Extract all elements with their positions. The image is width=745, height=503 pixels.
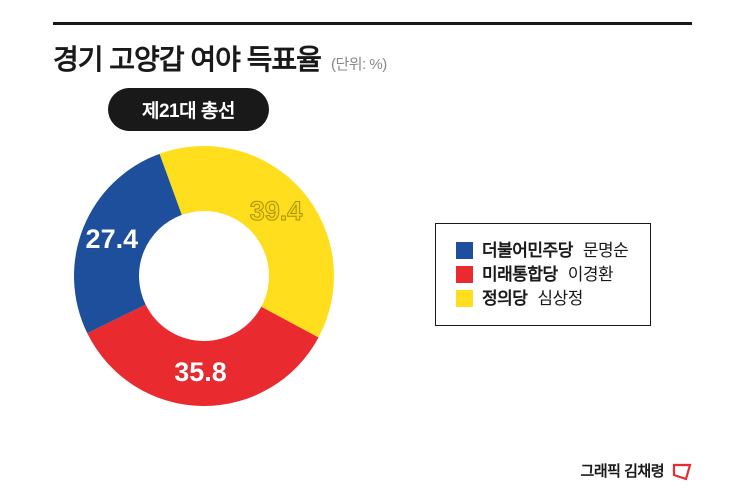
legend-item: 미래통합당 이경환 bbox=[456, 266, 628, 283]
credit-logo-icon bbox=[672, 461, 692, 481]
legend-item: 더불어민주당 문명순 bbox=[456, 242, 628, 259]
legend-name: 문명순 bbox=[583, 242, 628, 259]
legend-party: 정의당 bbox=[482, 290, 527, 307]
legend-swatch bbox=[456, 290, 473, 307]
credit: 그래픽 김채령 bbox=[581, 460, 692, 481]
legend-name: 이경환 bbox=[568, 266, 613, 283]
legend: 더불어민주당 문명순미래통합당 이경환정의당 심상정 bbox=[435, 223, 651, 326]
legend-swatch bbox=[456, 266, 473, 283]
election-pill: 제21대 총선 bbox=[108, 88, 269, 131]
legend-swatch bbox=[456, 242, 473, 259]
credit-text: 그래픽 김채령 bbox=[581, 460, 664, 481]
donut-slice bbox=[160, 146, 334, 338]
legend-party: 더불어민주당 bbox=[482, 242, 573, 259]
donut-slice bbox=[87, 305, 318, 406]
legend-party: 미래통합당 bbox=[482, 266, 558, 283]
legend-item: 정의당 심상정 bbox=[456, 290, 628, 307]
donut-chart: 39.435.827.4 bbox=[74, 146, 334, 406]
top-rule bbox=[53, 22, 692, 25]
unit-label: (단위: %) bbox=[331, 53, 387, 74]
legend-name: 심상정 bbox=[537, 290, 582, 307]
donut-slice bbox=[74, 154, 182, 333]
title-row: 경기 고양갑 여야 득표율 (단위: %) bbox=[53, 38, 387, 78]
page-title: 경기 고양갑 여야 득표율 bbox=[53, 38, 321, 78]
